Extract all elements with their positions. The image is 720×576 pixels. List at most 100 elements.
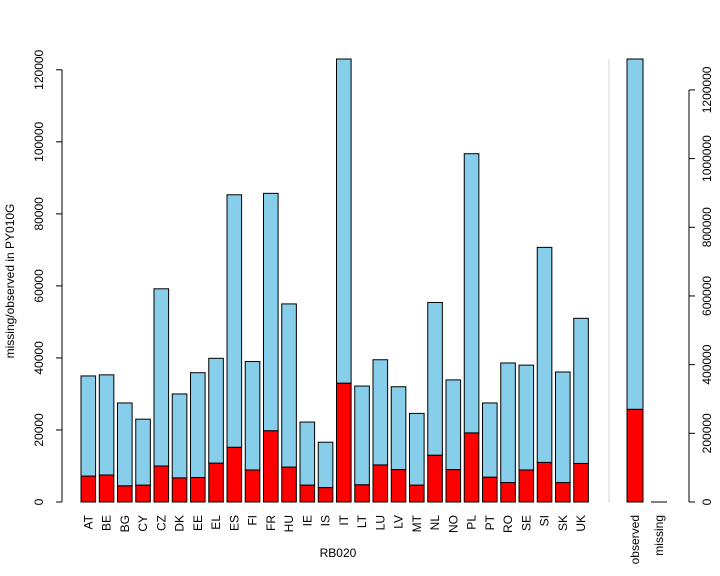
right-y-tick-label: 400000	[700, 344, 714, 384]
bar-segment-observed	[500, 362, 516, 484]
left-y-axis: 0 20000 40000 60000 80000 100000 120000	[32, 49, 63, 505]
bar-segment-missing	[263, 430, 279, 503]
bar-segment-missing	[135, 484, 151, 503]
x-tick-label: SK	[556, 515, 570, 531]
bar-segment-observed	[281, 303, 297, 468]
left-y-tick-label: 20000	[32, 413, 46, 447]
bar-segment-observed	[263, 192, 279, 432]
left-y-tick-label: 120000	[32, 49, 46, 89]
bar-segment-observed	[171, 393, 188, 479]
bar-segment-missing	[244, 469, 261, 503]
x-tick-label: IS	[319, 515, 333, 526]
summary-x-tick-label: missing	[652, 515, 666, 556]
right-y-tick-label: 200000	[700, 413, 714, 453]
bar-segment-missing	[171, 477, 188, 503]
bar-segment-missing	[555, 482, 571, 503]
x-tick-label: NO	[446, 515, 460, 533]
bar-segment-missing	[445, 469, 462, 503]
bar-segment-observed	[354, 385, 370, 486]
bar-segment-observed	[153, 288, 170, 467]
bar-segment-observed	[117, 402, 133, 487]
x-tick-label: LV	[392, 515, 406, 529]
bar-segment-missing	[390, 469, 407, 503]
x-tick-label: IE	[300, 515, 314, 526]
bar-segment-observed	[299, 421, 316, 486]
bar-segment-missing	[98, 474, 115, 503]
left-x-labels: AT BE BG CY CZ DK EE EL ES FI FR HU IE IS IT LT LU LV MT NL…	[81, 514, 588, 533]
x-tick-label: EE	[191, 515, 205, 531]
x-tick-label: UK	[574, 515, 588, 532]
bar-segment-observed	[555, 371, 571, 484]
right-bars	[626, 58, 667, 503]
right-y-tick-label: 0	[700, 498, 714, 505]
summary-bar-segment-missing	[626, 408, 644, 503]
bar-segment-observed	[244, 361, 261, 471]
x-tick-label: LU	[373, 515, 387, 530]
x-axis-title: RB020	[320, 546, 357, 560]
bar-segment-missing	[372, 464, 389, 503]
bar-segment-observed	[372, 359, 389, 466]
bar-segment-missing	[409, 484, 425, 503]
bar-segment-missing	[281, 466, 297, 503]
left-y-tick-label: 0	[32, 498, 46, 505]
bar-segment-observed	[80, 375, 97, 477]
bar-segment-observed	[445, 379, 462, 471]
x-tick-label: AT	[81, 514, 95, 529]
x-tick-label: EL	[209, 515, 223, 530]
x-tick-label: FR	[264, 515, 278, 531]
x-tick-label: ES	[227, 515, 241, 531]
left-y-tick-label: 80000	[32, 197, 46, 231]
summary-bar-segment-observed	[626, 58, 644, 410]
x-tick-label: FI	[246, 515, 260, 526]
x-tick-label: PL	[465, 515, 479, 530]
x-tick-label: LT	[355, 514, 369, 528]
bar-segment-missing	[299, 484, 316, 503]
bar-segment-observed	[427, 301, 443, 456]
bar-segment-missing	[536, 461, 553, 503]
bar-segment-observed	[518, 364, 535, 471]
x-tick-label: RO	[501, 515, 515, 533]
bar-segment-missing	[208, 462, 224, 503]
bar-segment-observed	[336, 58, 352, 384]
bar-segment-missing	[317, 487, 334, 503]
bar-segment-missing	[427, 454, 443, 503]
x-tick-label: IT	[337, 514, 351, 525]
x-tick-label: CY	[136, 515, 150, 532]
x-tick-label: SI	[538, 515, 552, 526]
x-tick-label: BE	[100, 515, 114, 531]
x-tick-label: MT	[410, 514, 424, 532]
right-x-labels: observed missing	[628, 515, 666, 564]
left-y-tick-label: 40000	[32, 341, 46, 375]
bar-segment-missing	[518, 469, 535, 503]
bar-segment-observed	[98, 374, 115, 476]
bar-segment-missing	[463, 432, 480, 503]
x-tick-label: PT	[483, 514, 497, 530]
x-tick-label: DK	[173, 515, 187, 532]
left-bars	[80, 58, 589, 503]
y-axis-title: missing/observed in PY010G	[3, 204, 17, 359]
right-y-axis: 0 200000 400000 600000 800000 1000000 1200000	[688, 66, 714, 505]
right-y-tick-label: 800000	[700, 207, 714, 247]
x-tick-label: NL	[428, 515, 442, 531]
bar-segment-missing	[117, 485, 133, 503]
left-y-tick-label: 60000	[32, 269, 46, 303]
bar-segment-missing	[354, 484, 370, 503]
bar-segment-observed	[482, 402, 498, 478]
x-tick-label: BG	[118, 515, 132, 532]
bar-segment-missing	[153, 465, 170, 503]
bar-segment-observed	[317, 441, 334, 489]
bar-segment-missing	[500, 482, 516, 503]
bar-segment-missing	[336, 382, 352, 503]
right-y-tick-label: 1200000	[700, 66, 714, 113]
left-y-tick-label: 100000	[32, 121, 46, 161]
x-tick-label: CZ	[154, 515, 168, 531]
bar-segment-observed	[536, 246, 553, 463]
bar-segment-observed	[226, 194, 243, 448]
bar-segment-observed	[208, 357, 224, 464]
right-y-tick-label: 600000	[700, 276, 714, 316]
bar-segment-observed	[135, 418, 151, 486]
bar-segment-observed	[409, 412, 425, 486]
bar-segment-observed	[190, 372, 206, 479]
summary-x-tick-label: observed	[628, 515, 642, 564]
